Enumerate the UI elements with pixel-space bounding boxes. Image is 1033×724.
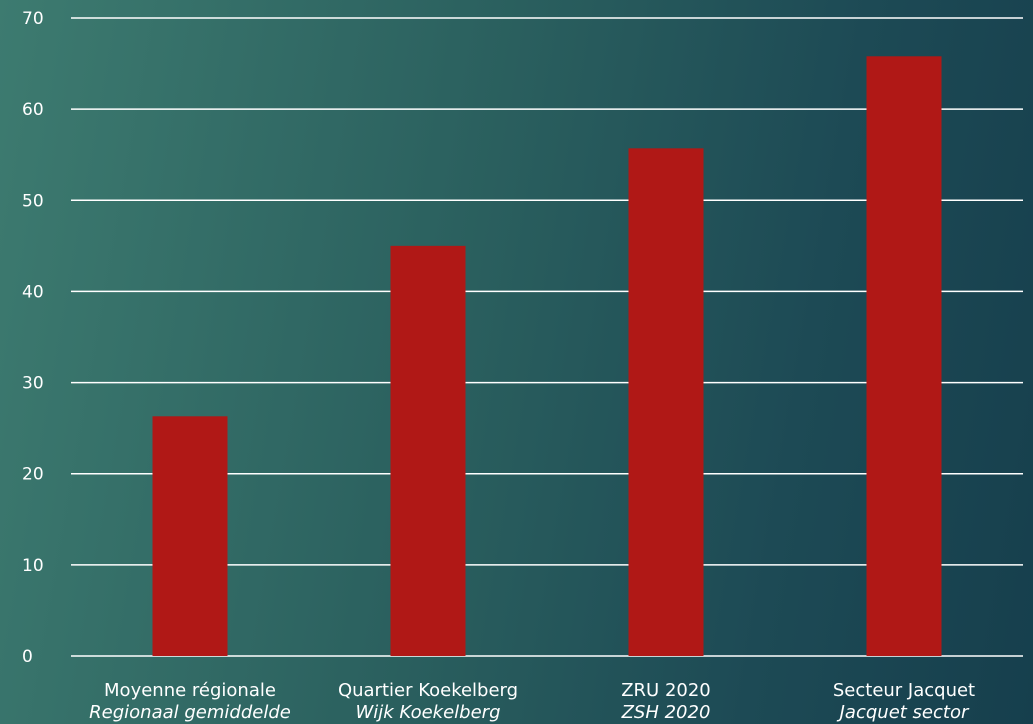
- y-tick-label: 70: [22, 9, 44, 29]
- y-axis-tick-labels: 0 10 20 30 40 50 60 70: [22, 9, 44, 667]
- bars: [152, 56, 942, 656]
- gridlines: [71, 17, 1023, 657]
- x-category-label: Secteur Jacquet: [833, 680, 975, 701]
- y-tick-label: 30: [22, 374, 44, 394]
- bar: [390, 245, 466, 656]
- x-category-sublabel: Regionaal gemiddelde: [89, 702, 291, 723]
- y-tick-label: 0: [22, 647, 33, 667]
- bar: [152, 416, 228, 656]
- x-category-sublabel: ZSH 2020: [621, 702, 711, 723]
- bar: [628, 148, 704, 656]
- x-category-label: ZRU 2020: [621, 680, 711, 701]
- y-tick-label: 20: [22, 465, 44, 485]
- x-category-sublabel: Wijk Koekelberg: [355, 702, 500, 723]
- y-tick-label: 60: [22, 100, 44, 120]
- y-tick-label: 40: [22, 282, 44, 302]
- y-tick-label: 50: [22, 191, 44, 211]
- x-category-label: Quartier Koekelberg: [338, 680, 518, 701]
- y-tick-label: 10: [22, 556, 44, 576]
- x-category-label: Moyenne régionale: [104, 680, 276, 701]
- bar: [866, 56, 942, 656]
- x-category-sublabel: Jacquet sector: [837, 702, 970, 723]
